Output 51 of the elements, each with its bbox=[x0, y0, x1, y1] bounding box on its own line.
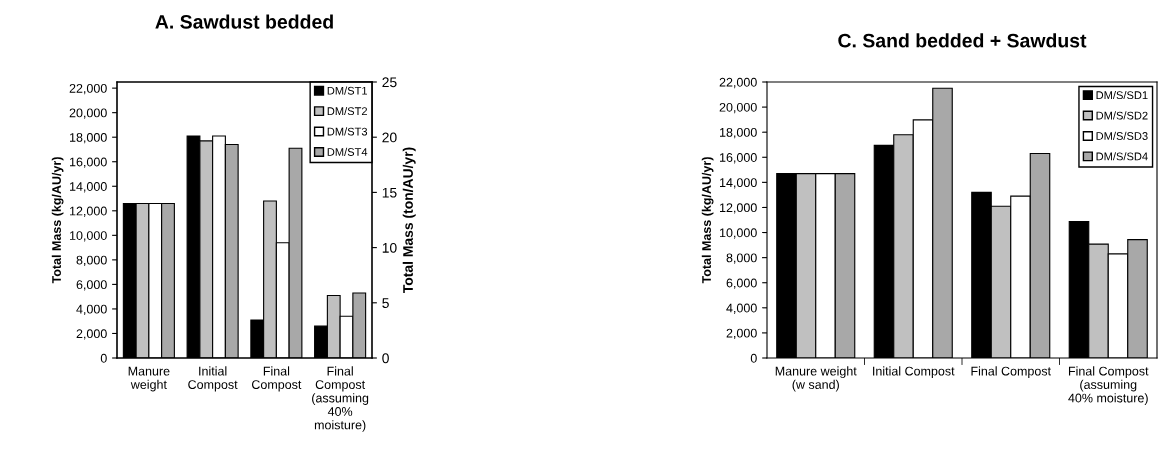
y-tick-label: 14,000 bbox=[70, 182, 107, 193]
y-tick-label: 16,000 bbox=[720, 153, 757, 164]
y-axis-title: Total Mass (kg/AU/yr) bbox=[51, 157, 64, 284]
y2-tick-label: 10 bbox=[382, 242, 397, 253]
y2-tick-label: 25 bbox=[382, 77, 397, 88]
y-axis-title: Total Mass (kg/AU/yr) bbox=[701, 157, 714, 284]
y-tick-label: 0 bbox=[100, 353, 107, 363]
legend-label: DM/ST2 bbox=[327, 106, 367, 116]
y2-tick-label: 0 bbox=[382, 353, 389, 364]
y-tick-label: 22,000 bbox=[719, 77, 757, 89]
y-tick-label: 14,000 bbox=[720, 178, 757, 189]
x-tick-label: Manure weight (w sand) bbox=[775, 366, 857, 392]
legend-label: DM/S/SD1 bbox=[1096, 90, 1148, 100]
y-tick-label: 10,000 bbox=[720, 228, 757, 239]
y-tick-label: 8,000 bbox=[76, 255, 107, 266]
y-tick-label: 18,000 bbox=[70, 133, 107, 144]
y-tick-label: 4,000 bbox=[76, 304, 107, 316]
y-tick-label: 18,000 bbox=[720, 127, 757, 139]
y-tick-label: 0 bbox=[750, 353, 757, 363]
y-tick-label: 10,000 bbox=[70, 231, 107, 242]
legend-label: DM/ST4 bbox=[327, 147, 368, 156]
y-tick-label: 2,000 bbox=[76, 329, 107, 340]
y-tick-label: 8,000 bbox=[726, 253, 757, 264]
y-tick-label: 12,000 bbox=[70, 206, 107, 217]
y-tick-label: 20,000 bbox=[69, 108, 107, 119]
chart-title: A. Sawdust bedded bbox=[155, 14, 333, 29]
legend-label: DM/S/SD3 bbox=[1096, 131, 1148, 140]
y2-tick-label: 5 bbox=[382, 298, 389, 308]
x-tick-label: Initial Compost bbox=[188, 366, 238, 392]
y-tick-label: 22,000 bbox=[69, 83, 107, 95]
y-tick-label: 16,000 bbox=[70, 157, 107, 168]
y2-tick-label: 15 bbox=[382, 187, 397, 198]
y2-tick-label: 20 bbox=[382, 132, 397, 143]
x-tick-label: Manure weight bbox=[128, 366, 170, 392]
chart-title: C. Sand bedded + Sawdust bbox=[838, 33, 1087, 48]
y-tick-label: 6,000 bbox=[76, 280, 107, 291]
legend-label: DM/ST1 bbox=[327, 86, 368, 95]
x-tick-label: Final Compost bbox=[252, 366, 302, 392]
legend-label: DM/ST3 bbox=[327, 127, 368, 136]
y-tick-label: 12,000 bbox=[720, 203, 757, 214]
y-tick-label: 2,000 bbox=[726, 328, 757, 340]
legend-label: DM/S/SD2 bbox=[1096, 111, 1148, 120]
x-tick-label: Final Compost bbox=[971, 366, 1051, 378]
legend-label: DM/S/SD4 bbox=[1096, 152, 1148, 161]
x-tick-label: Final Compost (assuming 40% moisture) bbox=[1068, 366, 1149, 405]
x-tick-label: Final Compost (assuming 40% moisture) bbox=[312, 366, 369, 432]
y-tick-label: 4,000 bbox=[726, 303, 757, 314]
y-tick-label: 20,000 bbox=[719, 102, 757, 114]
x-tick-label: Initial Compost bbox=[873, 366, 955, 378]
y2-axis-title: Total Mass (ton/AU/yr) bbox=[402, 147, 416, 294]
y-tick-label: 6,000 bbox=[726, 278, 757, 289]
